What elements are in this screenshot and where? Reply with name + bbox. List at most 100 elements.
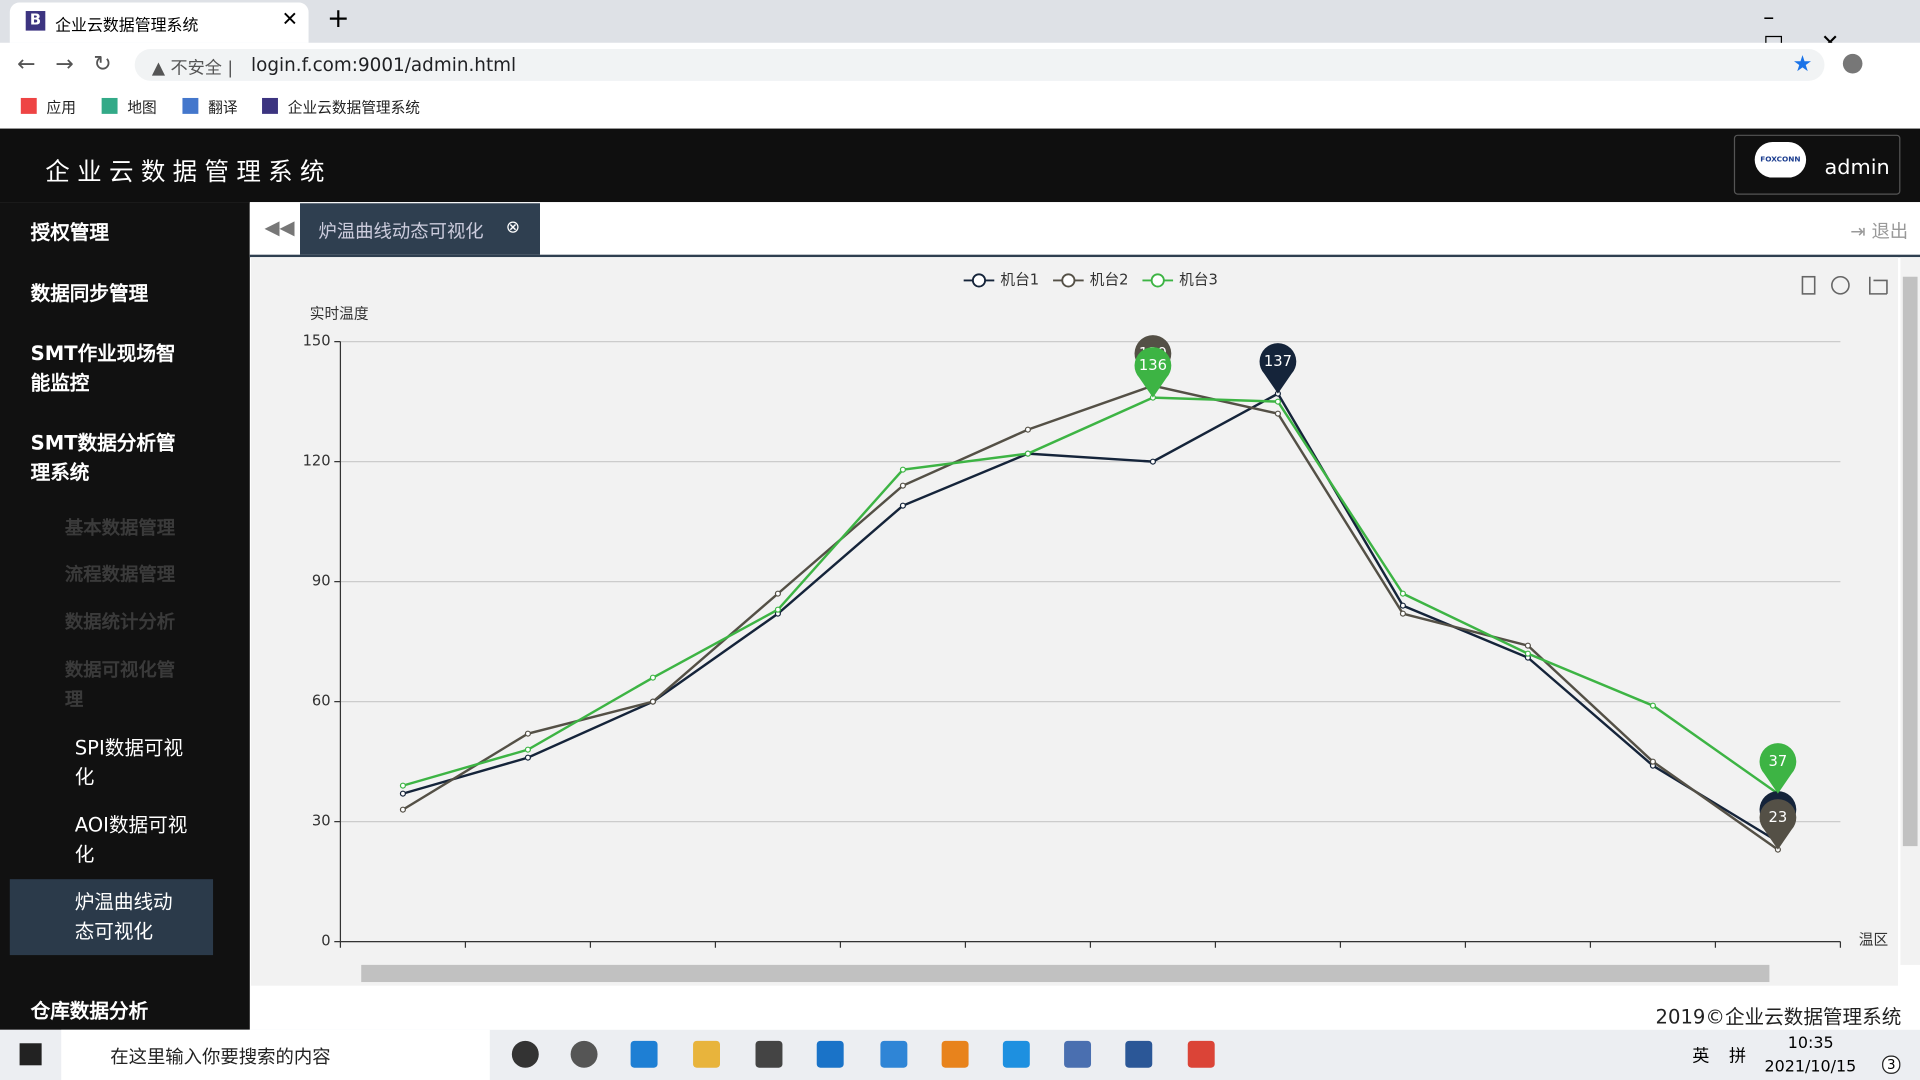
active-tab-label: 炉温曲线动态可视化: [318, 220, 484, 243]
taskbar-app[interactable]: [755, 1040, 783, 1068]
taskbar-app[interactable]: [511, 1040, 539, 1068]
menu-item[interactable]: 授权管理: [30, 220, 109, 244]
series-line: [402, 384, 1779, 851]
data-point: [1024, 426, 1031, 433]
series-line: [402, 391, 1779, 843]
user-box[interactable]: [1733, 134, 1901, 195]
submenu-item[interactable]: 流程数据管理: [64, 563, 176, 586]
y-tick-label: 90: [312, 573, 331, 590]
taskbar-app[interactable]: [630, 1040, 658, 1068]
favicon: B: [25, 11, 46, 31]
v-scrollbar[interactable]: [1900, 257, 1920, 965]
data-point: [1524, 650, 1531, 657]
y-tick-label: 120: [303, 453, 331, 470]
insecure-text: 不安全: [170, 58, 222, 79]
submenu-item[interactable]: 基本数据管理: [64, 516, 176, 539]
taskbar-app[interactable]: [1187, 1040, 1215, 1068]
taskbar-app[interactable]: [880, 1040, 908, 1068]
legend-marker: [1150, 273, 1165, 288]
data-point: [399, 782, 406, 789]
data-point: [1274, 410, 1281, 417]
tool-data-view[interactable]: [1801, 275, 1816, 295]
taskbar-app[interactable]: [1125, 1040, 1153, 1068]
taskbar-app[interactable]: [941, 1040, 969, 1068]
toolbox[interactable]: [1801, 275, 1888, 295]
data-point: [1149, 458, 1156, 465]
logout[interactable]: ⇥ 退出: [1850, 220, 1909, 243]
legend-label: 机台2: [1090, 271, 1129, 288]
menu-item[interactable]: SMT数据分析管理系统: [30, 431, 176, 484]
browser-tab[interactable]: [9, 2, 309, 43]
pin-label: 137: [1264, 353, 1292, 370]
bookmark[interactable]: 地图: [127, 99, 157, 117]
data-point: [649, 698, 656, 705]
nav-buttons[interactable]: ←→↻: [17, 51, 132, 78]
taskbar-app[interactable]: [693, 1040, 721, 1068]
search-box[interactable]: [61, 1029, 490, 1080]
h-thumb[interactable]: [361, 964, 1770, 983]
legend-label: 机台3: [1179, 271, 1218, 288]
tab-title: 企业云数据管理系统: [55, 17, 199, 36]
collapse-button[interactable]: ◀◀: [264, 215, 295, 239]
taskbar-app[interactable]: [1002, 1040, 1030, 1068]
menu-item[interactable]: SMT作业现场智能监控: [30, 341, 176, 395]
legend-marker: [971, 273, 987, 288]
omnibox[interactable]: [134, 48, 1825, 81]
data-point: [1274, 398, 1281, 405]
submenu-item[interactable]: 数据统计分析: [64, 611, 176, 634]
submenu-item[interactable]: 炉温曲线动态可视化: [74, 890, 173, 943]
user-name: admin: [1824, 155, 1890, 181]
extreme-pin: [1759, 743, 1797, 794]
data-point: [649, 674, 656, 681]
y-tick-label: 0: [321, 933, 330, 950]
taskbar-app[interactable]: [570, 1040, 598, 1068]
bookmark[interactable]: 企业云数据管理系统: [287, 99, 421, 117]
y-tick-label: 60: [312, 693, 331, 710]
data-point: [399, 790, 406, 797]
close-tab[interactable]: ✕: [281, 7, 299, 31]
chart: 实时温度 温区 0306090120150机台1机台2机台31372513923…: [303, 271, 1889, 950]
bookmark-icon: [101, 97, 118, 114]
data-point: [1399, 590, 1406, 597]
data-point: [524, 746, 531, 753]
data-point: [899, 482, 906, 489]
new-tab[interactable]: +: [326, 3, 350, 35]
submenu-item[interactable]: 数据可视化管理: [64, 658, 176, 711]
ime[interactable]: 英: [1692, 1046, 1710, 1067]
tab-close[interactable]: ⊗: [505, 217, 521, 238]
tool-restore[interactable]: [1831, 275, 1850, 295]
data-point: [524, 730, 531, 737]
bookmark-star[interactable]: ★: [1792, 51, 1813, 78]
menu-item[interactable]: 仓库数据分析: [30, 999, 149, 1023]
y-axis-title: 实时温度: [310, 306, 369, 323]
clock-time: 10:35: [1787, 1034, 1834, 1054]
v-thumb[interactable]: [1902, 276, 1918, 847]
data-point: [899, 502, 906, 509]
submenu-item[interactable]: SPI数据可视化: [74, 735, 184, 789]
start-button[interactable]: [19, 1043, 42, 1066]
data-point: [1399, 602, 1406, 609]
active-menu: [9, 879, 214, 956]
pin-label: 37: [1769, 753, 1788, 770]
taskbar-app[interactable]: [816, 1040, 844, 1068]
bookmark[interactable]: 应用: [46, 99, 76, 117]
active-tab[interactable]: [300, 203, 541, 255]
tab-bar: [0, 0, 1920, 43]
bookmark-icon: [182, 97, 199, 114]
menu-item[interactable]: 数据同步管理: [30, 281, 149, 305]
legend-marker: [1061, 273, 1076, 288]
data-point: [774, 590, 781, 597]
extreme-pin: [1259, 343, 1297, 394]
h-scrollbar[interactable]: [251, 964, 1898, 984]
tool-save[interactable]: [1869, 276, 1888, 295]
security-warning: ▲ 不安全 |: [151, 58, 234, 79]
bookmark[interactable]: 翻译: [208, 99, 238, 117]
notifications[interactable]: 3: [1882, 1055, 1901, 1074]
extreme-pin: [1759, 799, 1797, 850]
submenu-item[interactable]: AOI数据可视化: [74, 813, 188, 866]
profile[interactable]: [1842, 53, 1863, 74]
taskbar-app[interactable]: [1064, 1040, 1092, 1068]
ime-mode[interactable]: 拼: [1728, 1046, 1747, 1067]
